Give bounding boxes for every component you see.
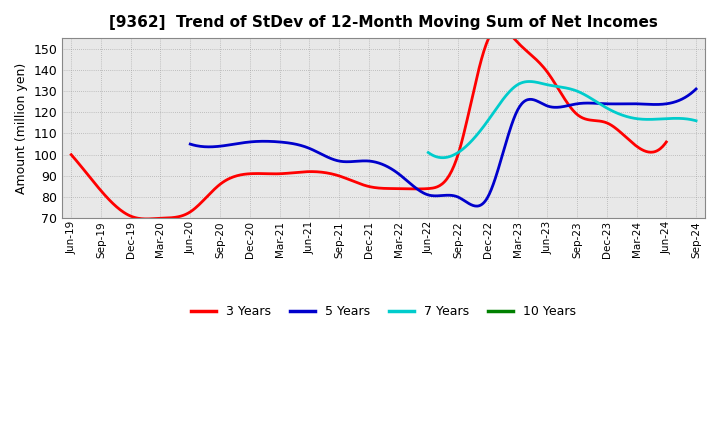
Title: [9362]  Trend of StDev of 12-Month Moving Sum of Net Incomes: [9362] Trend of StDev of 12-Month Moving… — [109, 15, 658, 30]
Legend: 3 Years, 5 Years, 7 Years, 10 Years: 3 Years, 5 Years, 7 Years, 10 Years — [186, 300, 581, 323]
Y-axis label: Amount (million yen): Amount (million yen) — [15, 62, 28, 194]
